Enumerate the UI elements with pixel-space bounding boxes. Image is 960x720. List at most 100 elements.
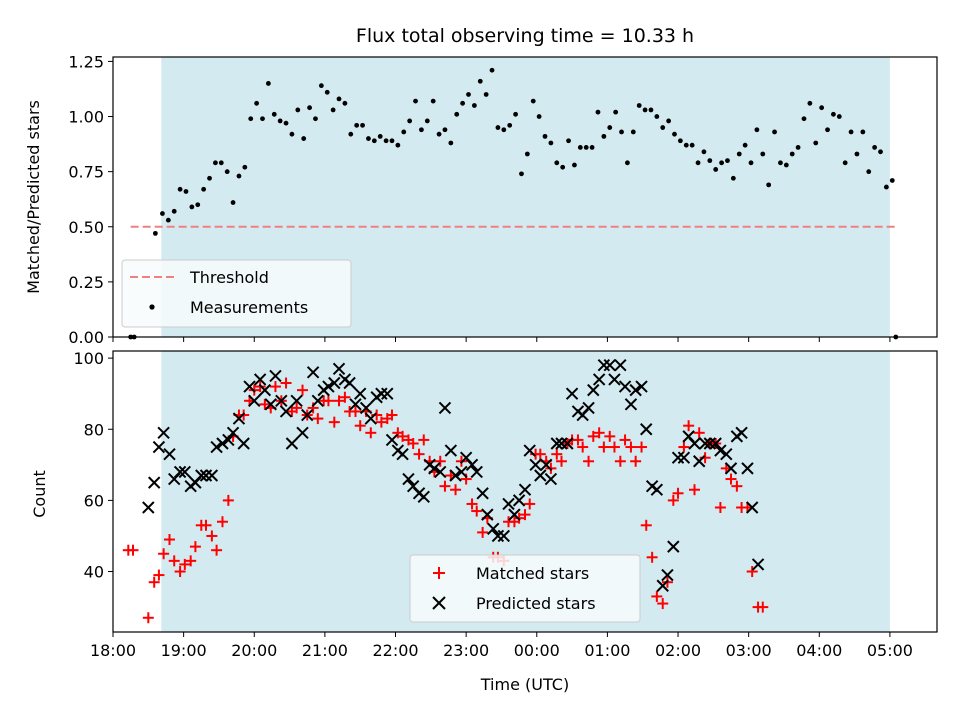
predicted-star-point [508,508,521,521]
matched-star-point [450,484,462,496]
predicted-star-point [544,472,558,486]
measurement-point [313,116,318,122]
y-axis-label: Matched/Predicted stars [24,100,43,294]
matched-star-point [148,576,160,588]
x-tick-label: 18:00 [90,641,136,660]
predicted-star-point [502,497,515,511]
plot-frame [112,56,938,338]
matched-star-point [189,541,201,553]
y-tick-label: 100 [73,349,104,368]
predicted-star-point [285,437,299,450]
measurement-point [295,107,301,113]
matched-star-point [646,551,658,563]
predicted-star-point [587,383,600,397]
measurement-point [207,175,212,181]
predicted-star-point [720,447,733,461]
measurement-point [201,186,207,192]
x-tick-label: 23:00 [443,641,489,660]
matched-star-point [365,427,377,439]
matched-star-point [683,420,695,432]
measurement-point [330,107,336,113]
matched-star-point [555,455,567,467]
measurement-point [377,133,383,139]
measurement-point [613,109,619,115]
measurement-point [883,184,889,190]
measurement-point [360,122,365,128]
predicted-star-point [222,433,235,447]
measurement-point [742,142,748,148]
predicted-star-point [275,394,288,408]
matched-star-point [439,480,451,492]
measurement-point [171,208,177,214]
measurement-point [366,136,371,141]
measurement-point [242,164,248,170]
measurement-point [778,160,783,166]
legend-top: Threshold Measurements [121,259,352,328]
measurement-point [589,144,595,150]
measurement-point [413,98,418,104]
predicted-star-point [745,501,759,514]
measurement-point [872,144,878,150]
y-tick-label: 80 [84,420,104,439]
measurement-point [289,131,295,137]
predicted-star-point [688,437,701,450]
measurement-point [848,129,854,135]
x-tick-label: 02:00 [655,641,701,660]
measurement-point [189,204,195,210]
matched-star-point [174,566,186,578]
predicted-star-point [147,476,161,489]
predicted-star-point [592,373,606,386]
measurement-point [401,129,407,135]
predicted-star-point [264,398,277,411]
y-axis-ticks: 0.00 0.25 0.50 0.75 1.00 1.25 [68,52,113,347]
matched-star-point [746,566,758,578]
y-axis-ticks: 40 60 80 100 [73,349,113,582]
matched-star-point [667,494,679,506]
predicted-star-point [306,366,320,379]
legend-bottom: Matched stars Predicted stars [409,554,641,623]
matched-star-point [598,441,610,453]
predicted-star-point [322,380,335,393]
measurement-point [754,127,760,133]
measurement-point [713,167,719,172]
predicted-star-point [195,469,208,482]
matched-star-point [757,601,769,613]
matched-star-point [142,612,154,624]
matched-star-point [397,430,409,442]
matched-star-point [471,505,483,517]
measurement-point [460,100,466,106]
predicted-star-point [343,376,356,390]
matched-star-point [577,441,589,453]
measurement-point [572,162,577,168]
measurement-point [318,83,324,89]
x-axis-ticks-top-panel [112,337,891,342]
predicted-star-point [253,373,267,386]
measurement-point [666,118,672,124]
matched-star-point [583,455,595,467]
measurement-point [807,100,813,106]
x-tick-label: 22:00 [372,641,418,660]
matched-star-point [185,555,197,567]
y-tick-label: 1.00 [68,108,104,127]
x-tick-label: 05:00 [867,641,913,660]
x-tick-label: 20:00 [231,641,277,660]
predicted-star-point [178,465,192,479]
measurement-point [442,127,448,133]
matched-star-point [375,416,387,428]
y-tick-label: 0.00 [68,328,104,347]
matched-star-point [534,448,546,460]
matched-star-point [158,548,170,560]
x-tick-label: 03:00 [726,641,772,660]
measurement-point [324,89,330,95]
predicted-star-point [385,433,399,447]
measurement-point [854,151,860,157]
measurement-point [660,125,666,130]
measurement-point [648,107,654,113]
measurement-point [471,103,477,108]
measurement-point [236,173,242,179]
measurement-point [566,138,571,144]
measurement-point [689,142,695,148]
measurement-point [642,107,648,113]
measurement-point [152,230,158,236]
measurement-point [336,96,342,102]
